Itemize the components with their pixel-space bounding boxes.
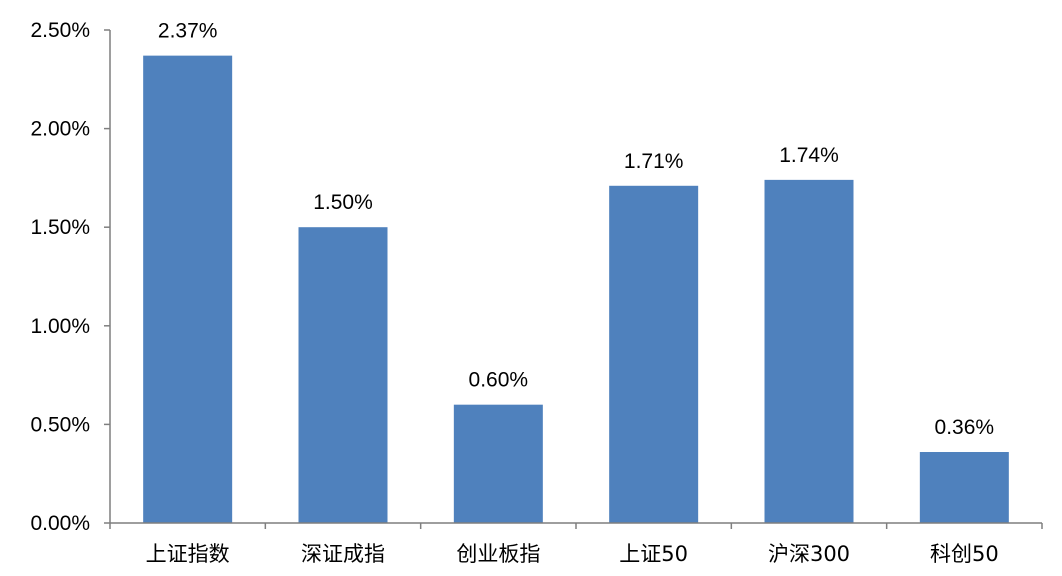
y-axis: 0.00% 0.50% 1.00% 1.50% 2.00% 2.50% bbox=[30, 19, 111, 535]
y-tick-label: 2.50% bbox=[30, 19, 90, 42]
x-axis: 上证指数 深证成指 创业板指 上证50 沪深300 科创50 bbox=[109, 522, 1043, 566]
category-label: 科创50 bbox=[930, 542, 999, 566]
category-label: 上证指数 bbox=[146, 542, 230, 566]
y-tick-label: 0.50% bbox=[30, 413, 90, 436]
bars bbox=[143, 55, 1009, 524]
y-tick-label: 0.00% bbox=[30, 512, 90, 535]
data-label: 0.36% bbox=[935, 416, 995, 439]
bar bbox=[143, 55, 233, 524]
data-label: 1.50% bbox=[313, 191, 373, 214]
data-label: 1.74% bbox=[779, 144, 839, 167]
data-label: 2.37% bbox=[158, 20, 218, 43]
bar bbox=[764, 179, 854, 523]
bar bbox=[919, 452, 1009, 523]
data-label: 1.71% bbox=[624, 150, 684, 173]
data-labels: 2.37% 1.50% 0.60% 1.71% 1.74% 0.36% bbox=[158, 20, 994, 439]
data-label: 0.60% bbox=[469, 369, 529, 392]
category-label: 沪深300 bbox=[768, 542, 850, 566]
bar bbox=[453, 404, 543, 523]
category-label: 上证50 bbox=[619, 542, 688, 566]
bar bbox=[609, 185, 699, 523]
bar bbox=[298, 227, 388, 523]
category-label: 深证成指 bbox=[301, 542, 385, 566]
y-tick-label: 1.50% bbox=[30, 216, 90, 239]
y-tick-label: 2.00% bbox=[30, 118, 90, 141]
category-label: 创业板指 bbox=[456, 542, 540, 566]
y-tick-label: 1.00% bbox=[30, 315, 90, 338]
